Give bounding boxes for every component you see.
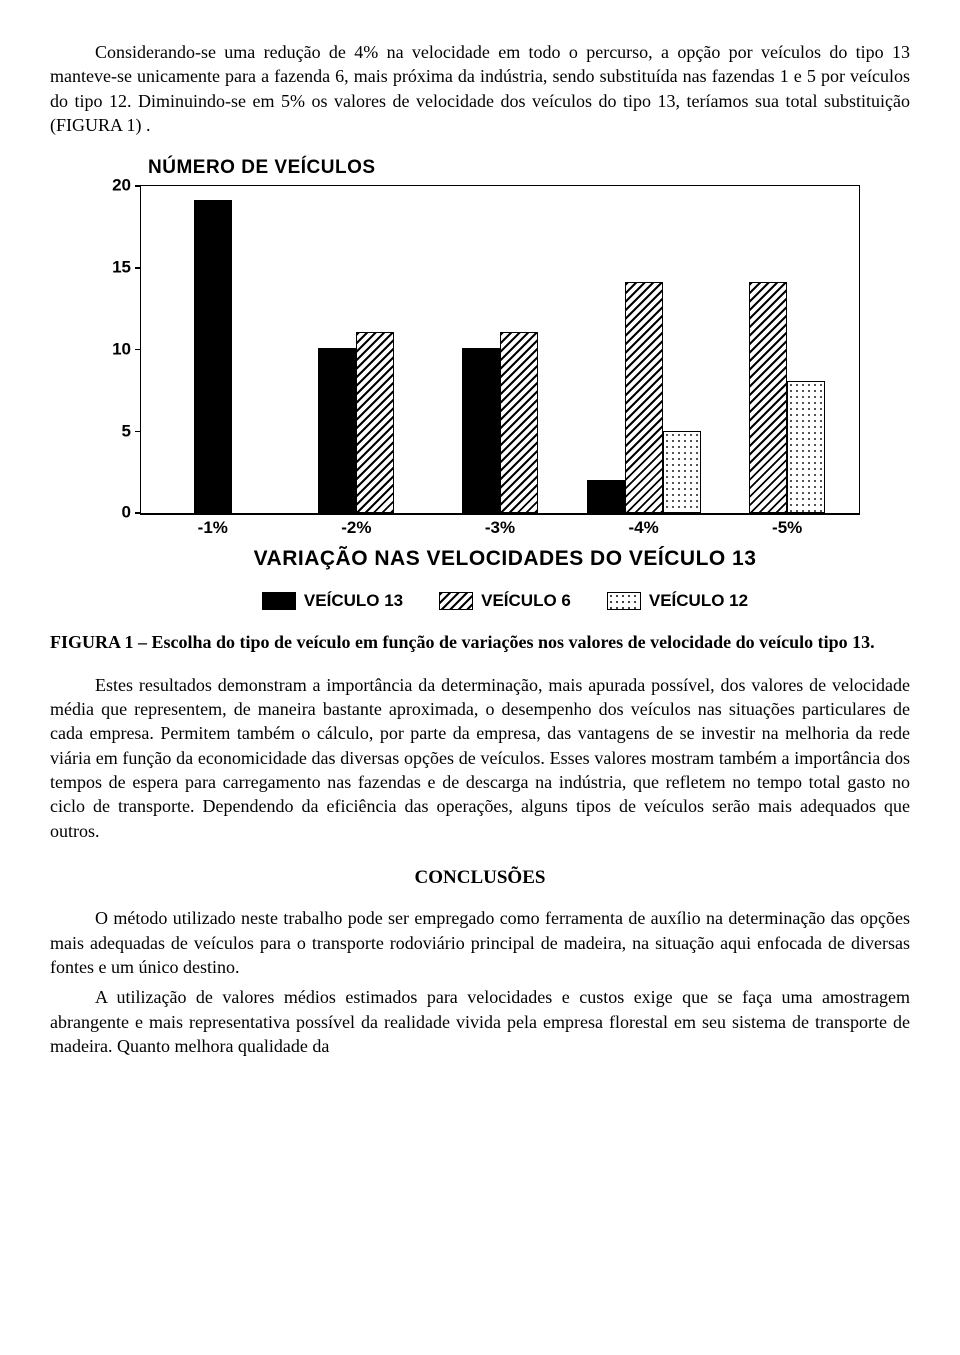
chart-bars-container: -1%-2%-3%-4%-5% (141, 186, 859, 513)
chart-bar-group: -2% (285, 332, 429, 514)
bar-chart: NÚMERO DE VEÍCULOS -1%-2%-3%-4%-5% 05101… (90, 155, 870, 612)
legend-swatch (439, 592, 473, 610)
chart-bar-group: -1% (141, 200, 285, 514)
paragraph-1: Considerando-se uma redução de 4% na vel… (50, 40, 910, 137)
chart-bar (749, 282, 787, 513)
chart-ytick: 5 (101, 420, 131, 443)
chart-xtick: -4% (628, 517, 658, 540)
chart-bar (462, 348, 500, 513)
chart-bar (625, 282, 663, 513)
paragraph-2: Estes resultados demonstram a importânci… (50, 673, 910, 843)
legend-swatch (262, 592, 296, 610)
legend-label: VEÍCULO 13 (304, 590, 403, 613)
chart-bar-group: -4% (572, 282, 716, 513)
chart-bar (318, 348, 356, 513)
legend-item: VEÍCULO 12 (607, 590, 748, 613)
chart-bar (587, 480, 625, 513)
chart-ytick: 0 (101, 502, 131, 525)
legend-label: VEÍCULO 12 (649, 590, 748, 613)
chart-xtick: -2% (341, 517, 371, 540)
paragraph-3: O método utilizado neste trabalho pode s… (50, 906, 910, 979)
legend-label: VEÍCULO 6 (481, 590, 571, 613)
legend-swatch (607, 592, 641, 610)
chart-legend: VEÍCULO 13 VEÍCULO 6 VEÍCULO 12 (140, 590, 870, 613)
chart-bar-group: -5% (715, 282, 859, 513)
figure-caption: FIGURA 1 – Escolha do tipo de veículo em… (50, 630, 910, 654)
chart-ytick: 20 (101, 175, 131, 198)
chart-y-title: NÚMERO DE VEÍCULOS (148, 155, 376, 181)
chart-bar-group: -3% (428, 332, 572, 514)
paragraph-4: A utilização de valores médios estimados… (50, 985, 910, 1058)
chart-xtick: -3% (485, 517, 515, 540)
chart-ytick: 15 (101, 256, 131, 279)
chart-bar (194, 200, 232, 514)
chart-x-label: VARIAÇÃO NAS VELOCIDADES DO VEÍCULO 13 (140, 545, 870, 573)
chart-bar (663, 431, 701, 514)
chart-bar (356, 332, 394, 514)
chart-bar (787, 381, 825, 513)
chart-xtick: -5% (772, 517, 802, 540)
chart-xtick: -1% (198, 517, 228, 540)
chart-ytick: 10 (101, 338, 131, 361)
section-heading-conclusoes: CONCLUSÕES (50, 865, 910, 891)
chart-bar (500, 332, 538, 514)
chart-plot-area: -1%-2%-3%-4%-5% 05101520 (140, 185, 860, 515)
legend-item: VEÍCULO 6 (439, 590, 571, 613)
legend-item: VEÍCULO 13 (262, 590, 403, 613)
